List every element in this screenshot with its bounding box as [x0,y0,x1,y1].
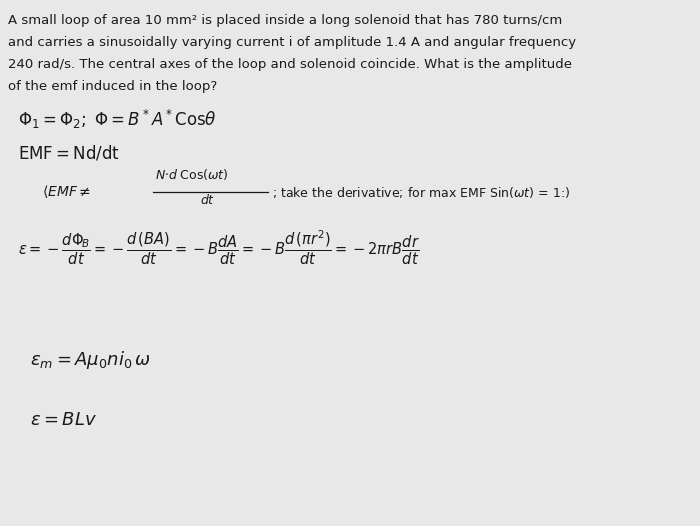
Text: $\varepsilon_m = A\mu_0 n i_0\,\omega$: $\varepsilon_m = A\mu_0 n i_0\,\omega$ [30,349,151,371]
Text: $dt$: $dt$ [200,193,215,207]
Text: and carries a sinusoidally varying current i of amplitude 1.4 A and angular freq: and carries a sinusoidally varying curre… [8,36,576,49]
Text: $N{\cdot}d\;\mathrm{Cos}(\omega t)$: $N{\cdot}d\;\mathrm{Cos}(\omega t)$ [155,167,229,182]
Text: A small loop of area 10 mm² is placed inside a long solenoid that has 780 turns/: A small loop of area 10 mm² is placed in… [8,14,562,27]
Text: $\langle \mathit{EMF} \neq$: $\langle \mathit{EMF} \neq$ [42,184,91,200]
Text: $\mathrm{EMF} = \mathrm{Nd/dt}$: $\mathrm{EMF} = \mathrm{Nd/dt}$ [18,143,120,162]
Text: $\varepsilon = -\dfrac{d\Phi_{\!B}}{dt} = -\dfrac{d\,(BA)}{dt} = -B\dfrac{dA}{dt: $\varepsilon = -\dfrac{d\Phi_{\!B}}{dt} … [18,229,420,267]
Text: ; take the derivative; for max EMF Sin($\omega t$) = 1:): ; take the derivative; for max EMF Sin($… [272,185,570,199]
Text: of the emf induced in the loop?: of the emf induced in the loop? [8,80,217,93]
Text: 240 rad/s. The central axes of the loop and solenoid coincide. What is the ampli: 240 rad/s. The central axes of the loop … [8,58,572,71]
Text: $\varepsilon = BLv$: $\varepsilon = BLv$ [30,411,97,429]
Text: $\Phi_1 = \Phi_2;\; \Phi = B^*A^*\mathrm{Cos}\theta$: $\Phi_1 = \Phi_2;\; \Phi = B^*A^*\mathrm… [18,108,217,131]
